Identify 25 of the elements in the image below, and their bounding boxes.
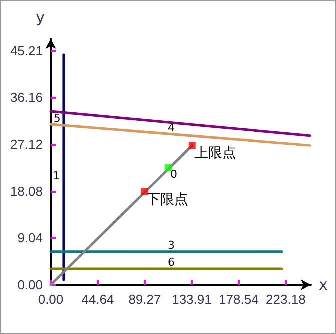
annotation: 上限点 <box>194 146 236 162</box>
annotation: 下限点 <box>146 192 189 208</box>
annotation: 3 <box>168 238 176 252</box>
point <box>164 164 172 172</box>
x-tick-label: 178.54 <box>219 292 259 307</box>
y-tick-label: 45.21 <box>10 43 43 58</box>
point <box>188 142 196 150</box>
point <box>141 188 148 196</box>
y-tick-label: 18.08 <box>10 184 43 199</box>
annotation: 6 <box>168 256 176 269</box>
annotation: 4 <box>168 121 176 134</box>
y-axis-title: y <box>36 8 46 26</box>
annotation: 0 <box>170 168 178 181</box>
y-tick-label: 9.04 <box>18 230 43 246</box>
x-tick-label: 0.00 <box>38 292 64 307</box>
x-axis-title: x <box>319 276 328 294</box>
annotation: 1 <box>52 170 60 183</box>
y-tick-label: 27.12 <box>10 137 43 152</box>
x-tick-label: 89.27 <box>128 292 162 307</box>
annotation: 5 <box>54 112 61 125</box>
x-tick-label: 44.64 <box>82 292 114 307</box>
y-tick-label: 0.00 <box>18 278 43 292</box>
x-tick-label: 223.18 <box>266 292 306 307</box>
y-tick-label: 36.16 <box>10 90 43 106</box>
x-tick-label: 133.91 <box>172 292 212 307</box>
